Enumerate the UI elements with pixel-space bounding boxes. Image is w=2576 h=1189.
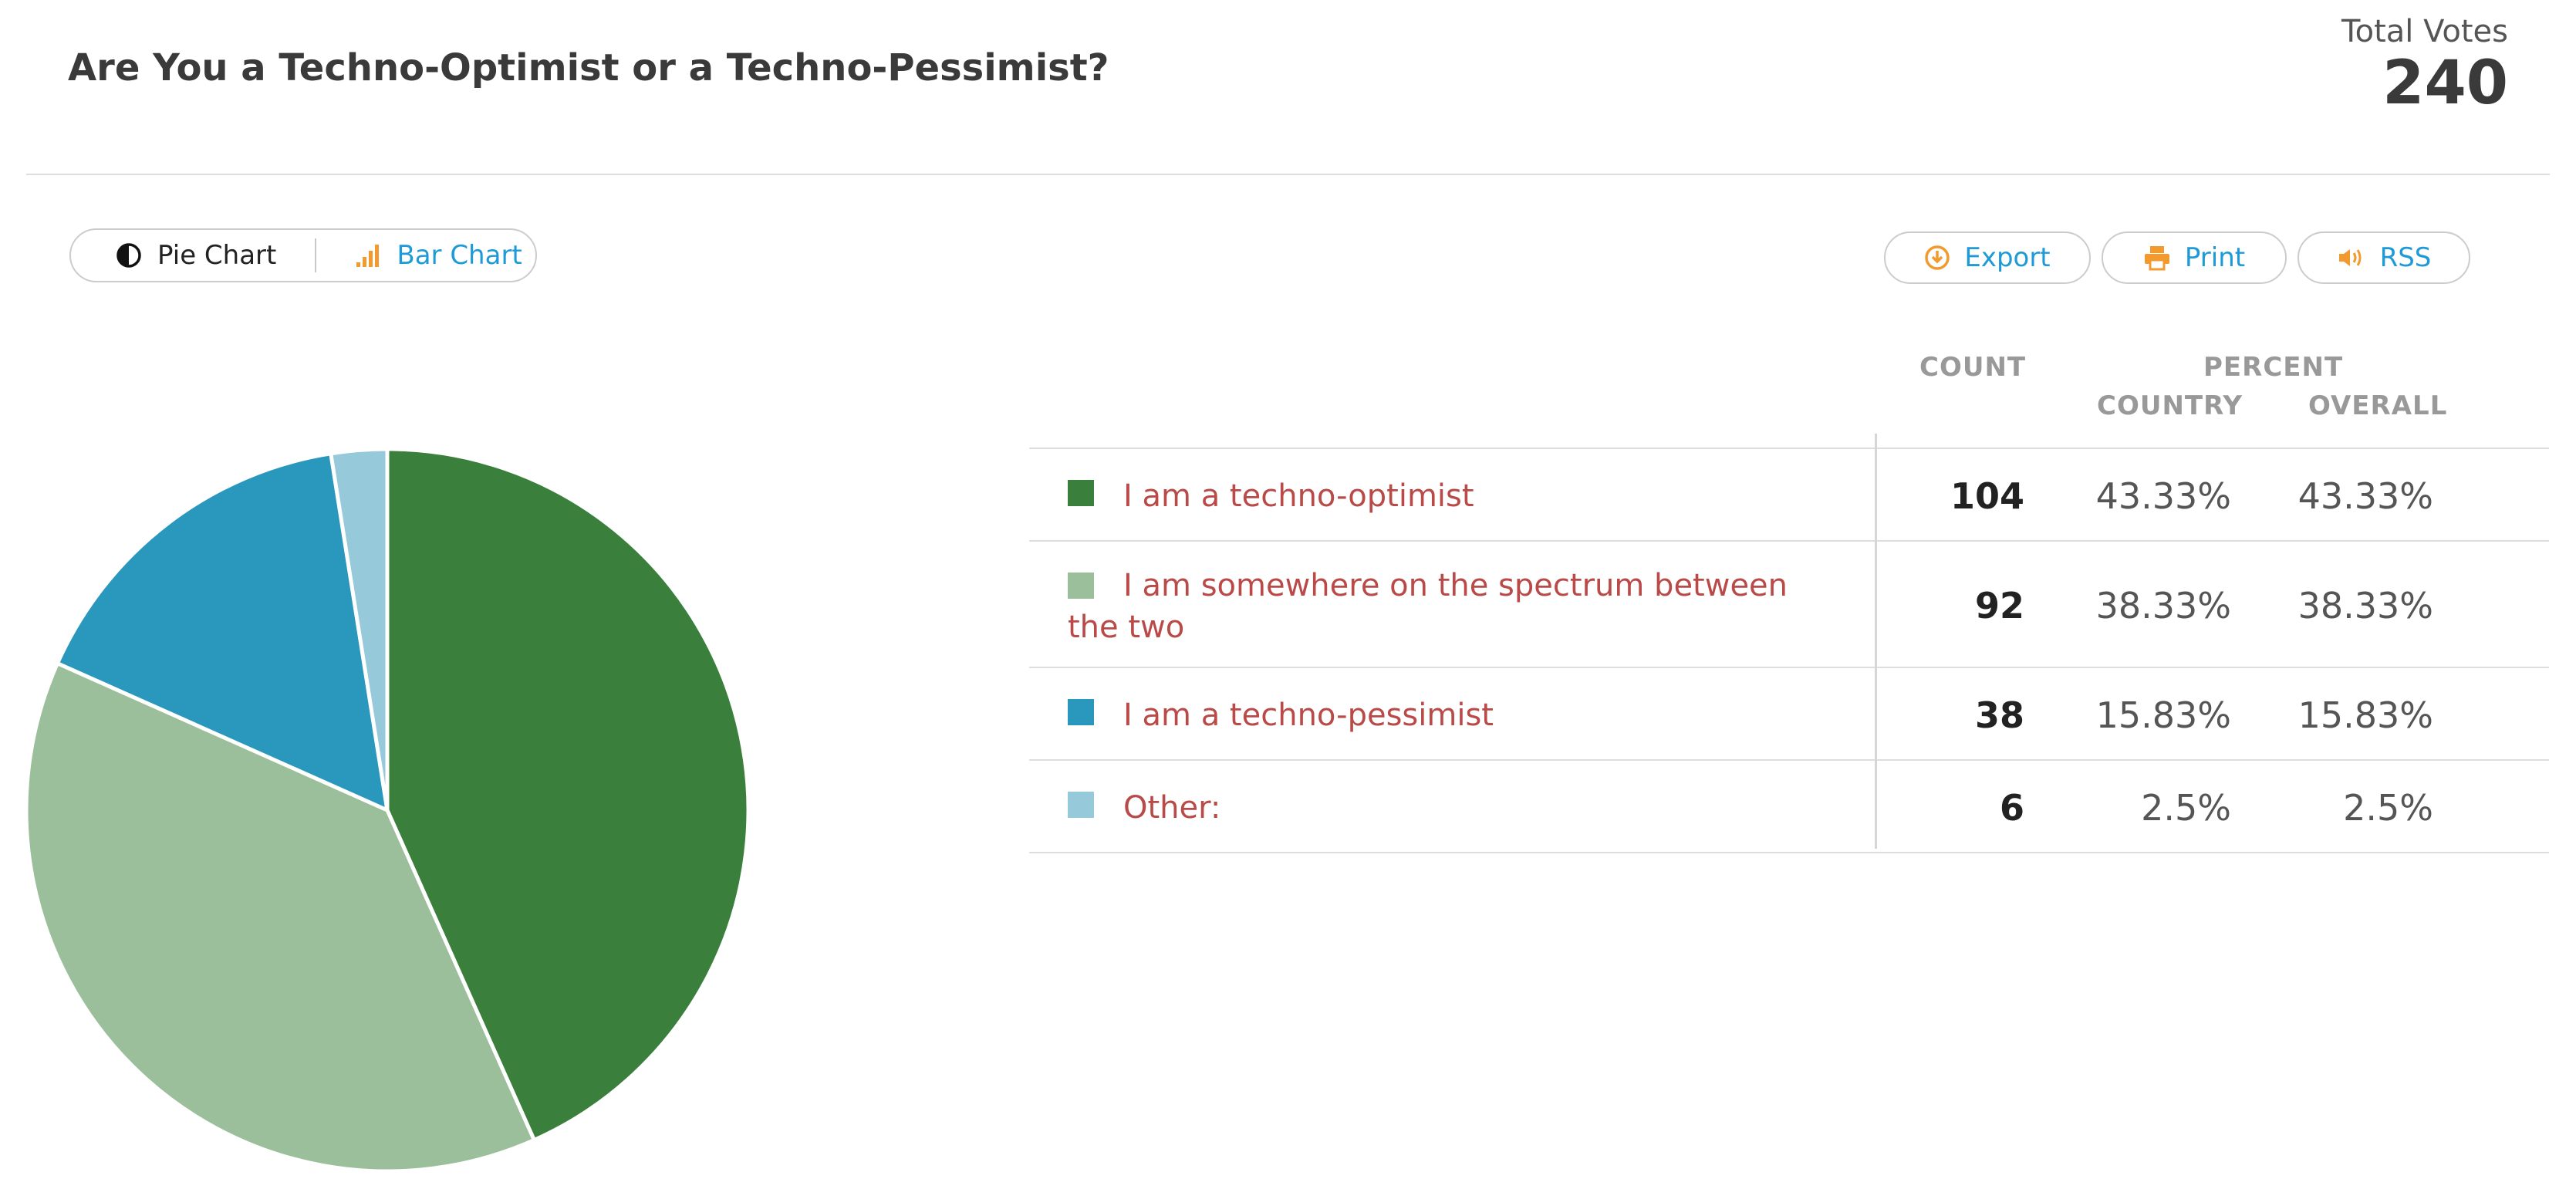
table-row: Other: 6 2.5% 2.5%: [1029, 759, 2549, 853]
table-row: I am a techno-pessimist 38 15.83% 15.83%: [1029, 667, 2549, 761]
bar-chart-label: Bar Chart: [397, 240, 522, 271]
speaker-icon: [2337, 246, 2366, 269]
overall-header: OVERALL: [2308, 390, 2448, 421]
rss-label: RSS: [2379, 242, 2432, 273]
print-button[interactable]: Print: [2102, 231, 2287, 284]
column-divider: [1875, 434, 1877, 849]
pie-slice[interactable]: [328, 447, 390, 811]
chart-type-toggle: Pie Chart Bar Chart: [69, 228, 537, 282]
bar-chart-icon: [355, 242, 381, 269]
printer-icon: [2143, 245, 2171, 271]
count-header: COUNT: [1919, 352, 2027, 383]
row-overall-percent: 43.33%: [2297, 475, 2433, 517]
legend-swatch: [1068, 699, 1094, 725]
row-label[interactable]: I am somewhere on the spectrum between t…: [1068, 568, 1788, 645]
row-label[interactable]: I am a techno-optimist: [1123, 478, 1474, 514]
export-button[interactable]: Export: [1884, 231, 2091, 284]
pie-slice[interactable]: [55, 451, 390, 814]
row-overall-percent: 38.33%: [2297, 585, 2433, 627]
country-header: COUNTRY: [2097, 390, 2243, 421]
print-label: Print: [2184, 242, 2246, 273]
table-row: I am somewhere on the spectrum between t…: [1029, 540, 2549, 668]
legend-swatch: [1068, 480, 1094, 506]
row-overall-percent: 15.83%: [2297, 694, 2433, 736]
row-overall-percent: 2.5%: [2343, 787, 2433, 829]
header-divider: [26, 174, 2550, 175]
rss-button[interactable]: RSS: [2297, 231, 2470, 284]
bar-chart-tab[interactable]: Bar Chart: [316, 230, 522, 281]
row-label[interactable]: Other:: [1123, 790, 1221, 826]
table-row: I am a techno-optimist 104 43.33% 43.33%: [1029, 448, 2549, 542]
row-country-percent: 38.33%: [2095, 585, 2231, 627]
export-label: Export: [1964, 242, 2051, 273]
download-icon: [1924, 245, 1950, 271]
row-country-percent: 2.5%: [2141, 787, 2231, 829]
row-count: 104: [1950, 475, 2024, 517]
total-votes: Total Votes 240: [2341, 14, 2508, 119]
pie-chart: [24, 447, 751, 1174]
total-votes-count: 240: [2382, 49, 2508, 118]
poll-title: Are You a Techno-Optimist or a Techno-Pe…: [68, 46, 1109, 90]
pie-chart-label: Pie Chart: [157, 240, 277, 271]
pie-chart-tab[interactable]: Pie Chart: [71, 230, 276, 281]
half-circle-icon: [116, 242, 142, 269]
legend-swatch: [1068, 792, 1094, 818]
pie-slice[interactable]: [385, 447, 751, 1143]
percent-header: PERCENT: [2203, 352, 2344, 383]
row-country-percent: 15.83%: [2095, 694, 2231, 736]
row-count: 92: [1974, 585, 2024, 627]
row-count: 38: [1974, 694, 2024, 736]
row-country-percent: 43.33%: [2095, 475, 2231, 517]
row-label[interactable]: I am a techno-pessimist: [1123, 698, 1494, 733]
legend-swatch: [1068, 573, 1094, 599]
toggle-divider: [315, 238, 317, 272]
pie-slice[interactable]: [24, 660, 537, 1174]
row-count: 6: [1999, 787, 2024, 829]
total-votes-label: Total Votes: [2341, 14, 2508, 49]
